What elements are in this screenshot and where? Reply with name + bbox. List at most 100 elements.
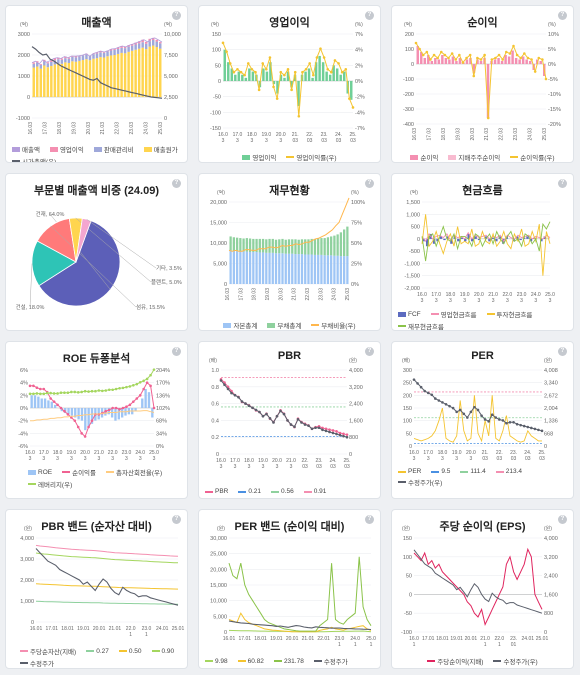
cogs-bar xyxy=(64,62,67,97)
legend-label: 9.5 xyxy=(441,468,451,475)
legend-item[interactable]: 9.5 xyxy=(431,468,450,475)
help-icon[interactable]: ? xyxy=(558,11,567,20)
help-icon[interactable]: ? xyxy=(365,11,374,20)
net-margin-point xyxy=(149,384,152,388)
legend-item[interactable]: 0.27 xyxy=(86,646,109,656)
legend-item[interactable]: 순이익 xyxy=(410,152,438,162)
legend-item[interactable]: 0.21 xyxy=(238,488,261,495)
legend-item[interactable]: ROE xyxy=(28,467,52,477)
legend-item[interactable]: 지배주주순이익 xyxy=(448,152,500,162)
bps-line xyxy=(35,544,179,557)
legend-item[interactable]: 매출액 xyxy=(12,144,40,154)
sga-bar xyxy=(123,48,127,54)
help-icon[interactable]: ? xyxy=(172,515,181,524)
y-tick-label: 2,000 xyxy=(20,578,34,584)
legend-item[interactable]: 0.56 xyxy=(271,488,294,495)
legend-item[interactable]: 111.4 xyxy=(460,468,486,475)
sga-bar xyxy=(137,43,141,49)
equity-bar xyxy=(242,251,245,284)
help-icon[interactable]: ? xyxy=(365,515,374,524)
sga-bar xyxy=(151,39,155,46)
legend-item[interactable]: 부채비율(우) xyxy=(311,320,356,330)
pie-slice-label: 건재, 64.0% xyxy=(36,210,65,218)
cff-line xyxy=(421,221,551,262)
net-income-bar xyxy=(539,61,542,64)
price-point xyxy=(487,420,490,423)
legend-item[interactable]: 0.91 xyxy=(303,488,326,495)
equity-bar xyxy=(287,253,291,284)
equity-bar xyxy=(235,251,239,284)
y-tick-label: 0% xyxy=(20,406,28,412)
op-margin-point xyxy=(333,59,337,62)
pbr-point xyxy=(342,432,345,436)
legend-item[interactable]: 수정주가(우) xyxy=(493,656,538,666)
legend-item[interactable]: 부채총계 xyxy=(267,320,301,330)
y-tick-label: -500 xyxy=(409,249,420,255)
legend-item[interactable]: 시가총액(우) xyxy=(12,156,56,162)
legend-item[interactable]: 9.98 xyxy=(205,656,228,666)
legend-swatch xyxy=(398,470,406,473)
card-title: PBR 밴드 (순자산 대비) xyxy=(41,521,152,533)
legend-item[interactable]: 순이익률(우) xyxy=(510,152,555,162)
price-point xyxy=(230,391,233,395)
legend-label: 주당순자산(지배) xyxy=(30,649,77,656)
help-icon[interactable]: ? xyxy=(172,347,181,356)
help-icon[interactable]: ? xyxy=(558,347,567,356)
legend-item[interactable]: 투자현금흐름 xyxy=(486,309,532,319)
net-margin-point xyxy=(432,53,436,57)
price-point xyxy=(512,420,515,424)
help-icon[interactable]: ? xyxy=(558,179,567,188)
legend-item[interactable]: 231.78 xyxy=(273,656,304,666)
op-margin-point xyxy=(326,67,330,71)
y-tick-label: 2000 xyxy=(18,53,30,59)
leverage-point xyxy=(90,389,94,393)
legend-item[interactable]: 수정주가(우) xyxy=(398,477,442,487)
legend-item[interactable]: 총자산회전율(우) xyxy=(106,467,162,477)
help-icon[interactable]: ? xyxy=(558,515,567,524)
legend-item[interactable]: 213.4 xyxy=(495,468,522,475)
roe-bar xyxy=(33,395,37,408)
legend-item[interactable]: 0.90 xyxy=(151,646,174,656)
equity-bar xyxy=(291,253,294,284)
help-icon[interactable]: ? xyxy=(172,179,181,188)
legend-item[interactable]: PER xyxy=(398,468,421,475)
op-margin-point xyxy=(250,67,254,71)
legend-item[interactable]: 0.50 xyxy=(118,646,142,656)
equity-bar xyxy=(274,253,278,284)
legend-item[interactable]: 영업이익 xyxy=(49,144,84,154)
legend-item[interactable]: 주당순자산(지배) xyxy=(20,646,76,656)
legend-item[interactable]: 영업이익률(우) xyxy=(286,152,337,162)
legend-swatch xyxy=(286,156,295,158)
net-margin-point xyxy=(152,406,156,410)
legend-item[interactable]: 순이익률 xyxy=(62,467,96,477)
legend-item[interactable]: 영업현금흐름 xyxy=(430,309,477,319)
y2-tick-label: 136% xyxy=(156,393,170,399)
x-tick-label: 21.03 xyxy=(482,450,489,462)
legend-item[interactable]: 자본총계 xyxy=(223,320,257,330)
legend-item[interactable]: 판매관리비 xyxy=(93,144,134,154)
help-icon[interactable]: ? xyxy=(365,347,374,356)
x-tick-label: 19.01 xyxy=(450,636,463,642)
legend-item[interactable]: 영업이익 xyxy=(242,152,276,162)
help-icon[interactable]: ? xyxy=(365,179,374,188)
equity-bar xyxy=(284,253,287,284)
price-point xyxy=(526,425,530,429)
cogs-bar xyxy=(57,63,60,97)
legend-item[interactable]: 60.82 xyxy=(237,656,264,666)
legend-swatch xyxy=(238,490,247,493)
help-icon[interactable]: ? xyxy=(172,11,181,20)
legend-item[interactable]: 수정주가 xyxy=(20,658,54,668)
legend-item[interactable]: FCF xyxy=(398,309,421,319)
net-income-bar xyxy=(514,58,518,64)
legend-item[interactable]: 주당순이익(지배) xyxy=(427,656,483,666)
legend-item[interactable]: 재무현금흐름 xyxy=(398,321,444,330)
legend-item[interactable]: 수정주가 xyxy=(313,656,348,666)
legend-item[interactable]: 레버리지(우) xyxy=(28,479,72,489)
mcap-line xyxy=(31,46,163,99)
legend-item[interactable]: PBR xyxy=(205,488,228,495)
op-margin-point xyxy=(293,70,297,74)
legend-item[interactable]: 매출원가 xyxy=(143,144,178,154)
legend-item[interactable]: 수정주가(우) xyxy=(205,497,249,498)
